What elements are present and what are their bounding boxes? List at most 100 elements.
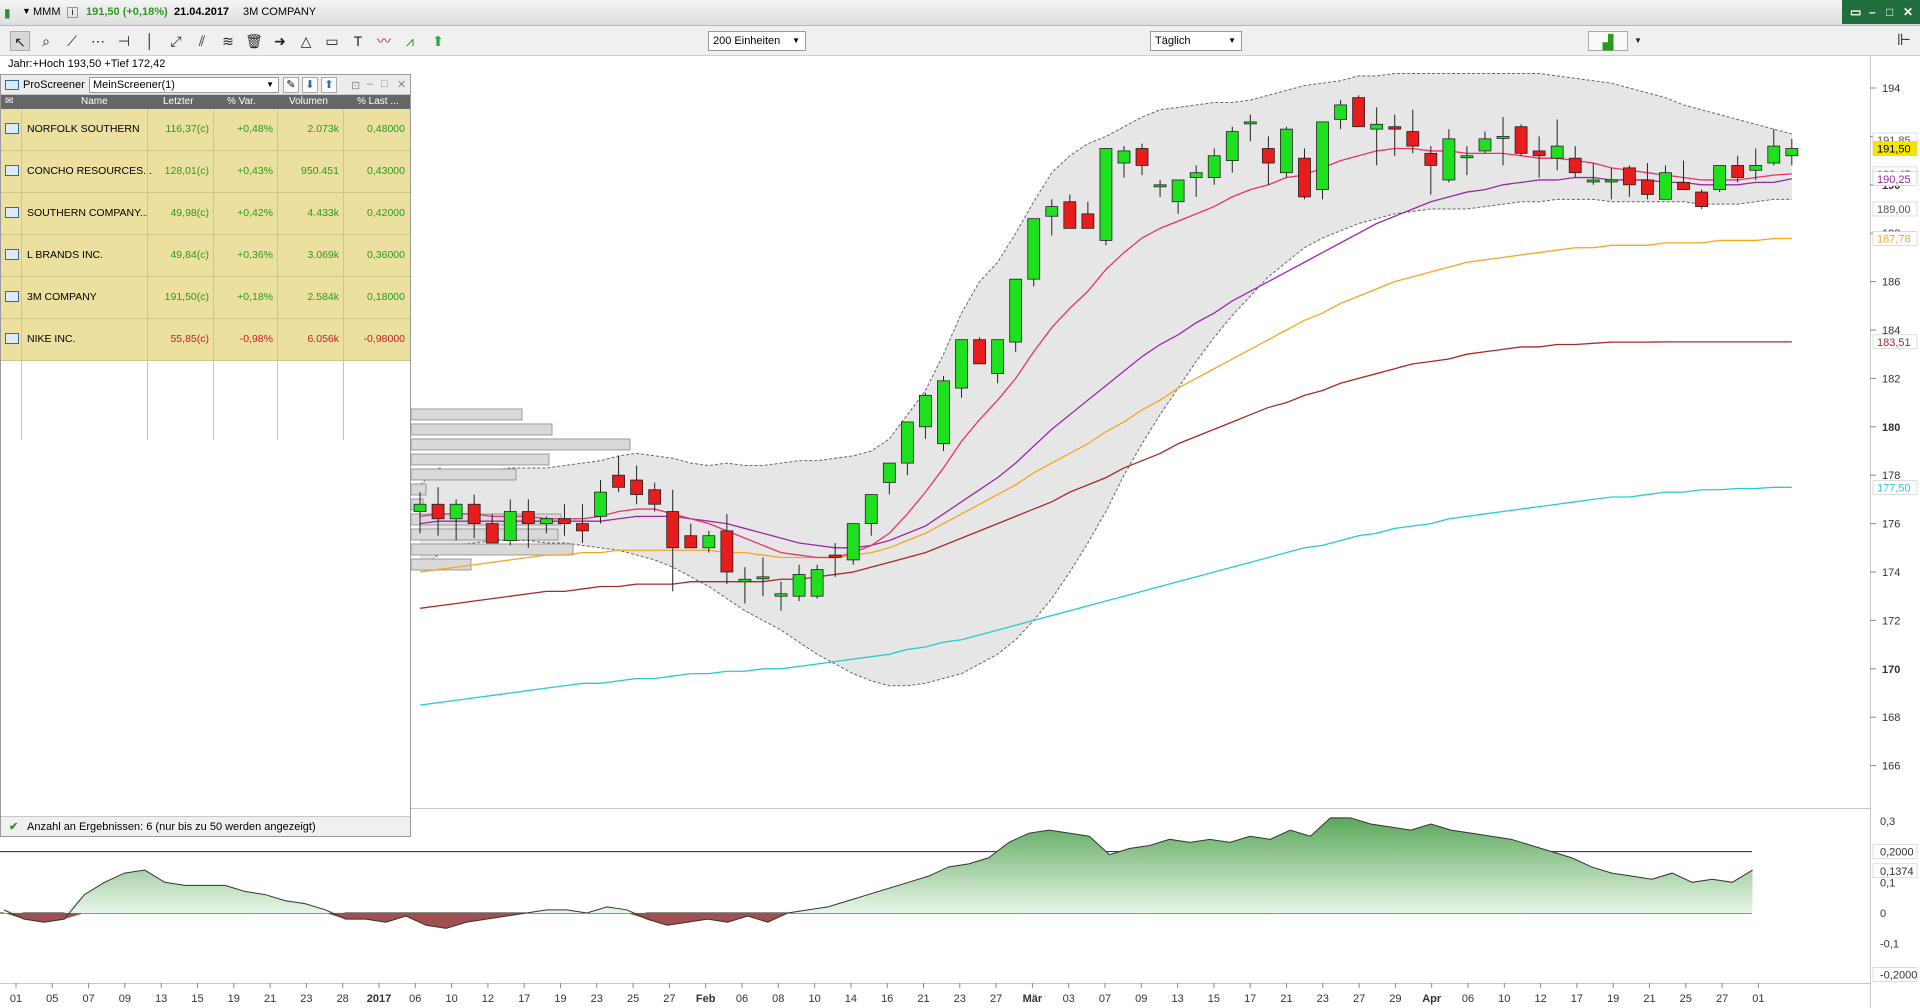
candle-body <box>1225 131 1239 161</box>
osc-label-box <box>1872 967 1918 982</box>
chart-icon[interactable] <box>5 333 19 344</box>
candle-body <box>756 576 770 580</box>
candle-body <box>1388 126 1402 130</box>
candle-body <box>539 518 553 525</box>
table-row[interactable]: NORFOLK SOUTHERN 116,37(c) +0,48% 2.073k 0,4… <box>1 109 410 151</box>
price-label: 177,50 <box>1877 482 1911 494</box>
x-tick-label: 27 <box>663 993 675 1005</box>
interval-select[interactable]: Täglich ▼ <box>1150 31 1242 51</box>
channel-icon[interactable]: ⫽ <box>198 33 206 49</box>
panel-maximize-button[interactable]: □ <box>381 78 388 90</box>
candle-body <box>846 523 860 561</box>
volume-profile-bar <box>410 438 631 451</box>
candle-body <box>1478 138 1492 152</box>
ruler-icon[interactable]: ⟋ <box>67 33 77 49</box>
horizontal-line-icon[interactable]: ⊣ <box>117 33 131 49</box>
y-tick-label: 168 <box>1882 712 1900 724</box>
candle-body <box>1243 121 1257 125</box>
table-row[interactable]: L BRANDS INC. 49,84(c) +0,36% 3.069k 0,36000 <box>1 235 410 277</box>
cell-volume: 6.056k <box>307 333 339 345</box>
candle-body <box>1586 179 1600 183</box>
text-icon[interactable]: T <box>353 33 363 49</box>
symbol-label[interactable]: MMM <box>33 6 61 18</box>
y-tick-label: 184 <box>1882 325 1900 337</box>
osc-label-box <box>1872 844 1918 859</box>
chevron-down-icon: ▼ <box>1228 36 1236 45</box>
panel-close-button[interactable]: ✕ <box>397 79 407 91</box>
table-row[interactable]: 3M COMPANY 191,50(c) +0,18% 2.584k 0,18000 <box>1 277 410 319</box>
table-row[interactable]: SOUTHERN COMPANY... 49,98(c) +0,42% 4.433k 0… <box>1 193 410 235</box>
close-button[interactable]: ✕ <box>1903 5 1914 19</box>
triangle-icon[interactable]: △ <box>300 33 312 49</box>
chart-icon[interactable] <box>5 207 19 218</box>
trash-icon[interactable]: 🗑 <box>245 33 263 49</box>
candle-body <box>1298 157 1311 198</box>
y-tick-label: 172 <box>1882 615 1900 627</box>
x-tick-label: Feb <box>696 993 716 1005</box>
keyboard-icon[interactable]: ▭ <box>1850 5 1862 19</box>
x-tick-label: 21 <box>1280 993 1292 1005</box>
candle-body <box>1045 206 1059 217</box>
x-tick-label: 01 <box>10 993 22 1005</box>
signal-icon[interactable]: ⩘ <box>406 33 414 49</box>
info-icon[interactable]: i <box>67 7 78 18</box>
dropdown-arrow-icon[interactable]: ▼ <box>22 6 31 16</box>
x-tick-label: 07 <box>82 993 94 1005</box>
chart-icon[interactable] <box>5 123 19 134</box>
candle-body <box>1460 155 1474 159</box>
trendline-icon[interactable]: ⤢ <box>170 33 182 49</box>
table-row[interactable]: CONCHO RESOURCES... 128,01(c) +0,43% 950.45… <box>1 151 410 193</box>
x-tick-label: Apr <box>1422 993 1442 1005</box>
sort-up-icon[interactable]: ⬆ <box>321 77 337 93</box>
price-chart[interactable]: 1941921901881861841821801781761741721701… <box>0 56 1920 1008</box>
x-tick-label: 10 <box>1498 993 1510 1005</box>
settings-icon[interactable]: ⊩ <box>1897 32 1911 49</box>
maximize-button[interactable]: □ <box>1886 5 1894 19</box>
zoom-icon[interactable]: ⌕ <box>42 33 50 49</box>
fibonacci-icon[interactable]: ≋ <box>222 33 234 49</box>
chart-type-icon[interactable]: ▟ <box>1588 31 1628 51</box>
ma100-line <box>419 341 1792 609</box>
company-label: 3M COMPANY <box>243 6 317 18</box>
column-last[interactable]: Letzter <box>163 96 194 107</box>
interval-value: Täglich <box>1155 35 1191 47</box>
dots-line-icon[interactable]: ⋯ <box>91 33 105 49</box>
chevron-down-icon[interactable]: ▼ <box>1634 36 1642 45</box>
panel-minimize-button[interactable]: – <box>367 78 374 90</box>
rectangle-icon[interactable]: ▭ <box>325 33 339 49</box>
mail-icon: ✉ <box>5 96 14 107</box>
x-tick-label: 13 <box>155 993 167 1005</box>
candle-body <box>1622 167 1636 186</box>
osc-label-box <box>1872 863 1918 879</box>
screener-select[interactable]: MeinScreener(1) ▼ <box>89 77 279 93</box>
table-row[interactable]: NIKE INC. 55,85(c) -0,98% 6.056k -0,98000 <box>1 319 410 361</box>
minimize-button[interactable]: – <box>1869 5 1876 19</box>
column-name[interactable]: Name <box>81 96 108 107</box>
x-tick-label: 15 <box>1208 993 1220 1005</box>
vertical-line-icon[interactable]: │ <box>145 33 155 49</box>
ema-fast-line <box>419 147 1792 559</box>
sort-down-icon[interactable]: ⬇ <box>302 77 318 93</box>
column-volume[interactable]: Volumen <box>289 96 328 107</box>
price-label: 190,25 <box>1877 174 1911 186</box>
x-tick-label: 19 <box>228 993 240 1005</box>
chevron-down-icon: ▼ <box>266 80 274 89</box>
wrench-icon[interactable]: ✎ <box>283 77 299 93</box>
column-last-percent[interactable]: % Last ... <box>357 96 399 107</box>
cell-var: +0,48% <box>237 123 273 135</box>
lock-icon[interactable]: ⊡ <box>351 80 361 92</box>
pointer-icon[interactable]: ↖ <box>10 31 30 51</box>
arrow-right-icon[interactable]: ➜ <box>274 33 286 49</box>
candle-body <box>1785 148 1799 157</box>
column-var[interactable]: % Var. <box>227 96 256 107</box>
up-arrow-icon[interactable]: ⬆ <box>432 33 444 49</box>
divider <box>147 110 148 440</box>
wave-icon[interactable]: 〰 <box>377 33 391 49</box>
x-tick-label: 17 <box>1244 993 1256 1005</box>
chart-icon[interactable] <box>5 249 19 260</box>
chart-icon[interactable] <box>5 165 19 176</box>
chart-icon[interactable] <box>5 291 19 302</box>
screener-title: ProScreener <box>23 79 85 91</box>
cell-volume: 3.069k <box>307 249 339 261</box>
units-select[interactable]: 200 Einheiten ▼ <box>708 31 806 51</box>
